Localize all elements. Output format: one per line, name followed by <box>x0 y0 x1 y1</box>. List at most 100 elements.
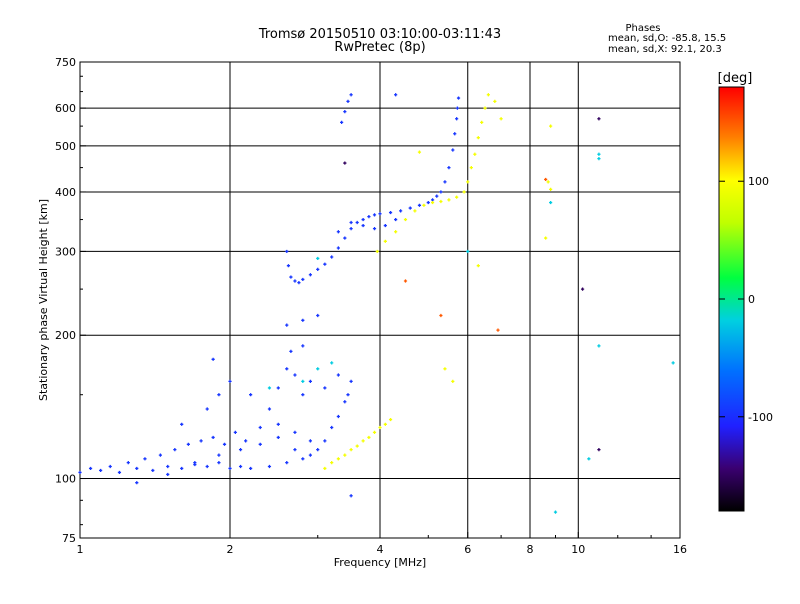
data-point-scatter <box>343 161 347 165</box>
data-point-o <box>293 373 297 377</box>
data-point-o <box>285 249 289 254</box>
data-point-o <box>193 461 197 465</box>
data-point-x <box>355 444 359 448</box>
data-point-scatter <box>330 361 334 365</box>
data-point-scatter <box>671 361 675 365</box>
data-point-o <box>453 132 457 136</box>
data-point-o <box>238 464 243 469</box>
data-point-x <box>455 195 459 199</box>
data-point-x <box>544 236 548 240</box>
x-axis-label: Frequency [MHz] <box>334 556 426 569</box>
data-point-o <box>143 457 147 461</box>
y-tick-label: 750 <box>55 56 76 69</box>
data-point-o <box>293 448 297 452</box>
data-point-o <box>293 279 297 283</box>
data-point-o <box>217 453 221 457</box>
colorbar-tick-label: -100 <box>748 411 773 424</box>
data-point-x <box>343 453 347 457</box>
data-point-o <box>330 255 334 259</box>
data-point-o <box>455 117 459 121</box>
data-point-x <box>349 448 353 452</box>
data-point-o <box>308 273 313 277</box>
data-point-o <box>301 457 305 461</box>
x-tick-label: 4 <box>377 543 384 556</box>
data-point-o <box>293 430 297 434</box>
data-point-o <box>205 407 209 411</box>
data-point-x <box>413 209 417 213</box>
data-point-o <box>135 466 139 471</box>
data-point-x <box>361 439 365 443</box>
data-point-o <box>435 194 439 198</box>
data-point-x <box>330 461 334 465</box>
data-point-o <box>249 393 253 397</box>
data-point-o <box>408 206 412 210</box>
data-point-o <box>166 464 170 469</box>
data-point-o <box>301 277 305 282</box>
data-point-o <box>372 213 377 217</box>
data-point-o <box>117 470 122 475</box>
data-point-x <box>403 217 408 222</box>
y-tick-label: 300 <box>55 245 76 258</box>
grid-lines <box>80 62 680 538</box>
data-point-o <box>205 464 209 469</box>
data-point-o <box>217 461 221 465</box>
data-point-x <box>375 249 379 254</box>
data-point-x <box>493 99 497 103</box>
data-point-x <box>447 198 451 202</box>
data-point-o <box>336 414 340 419</box>
data-point-o <box>367 215 371 219</box>
data-point-x <box>422 203 426 207</box>
data-point-x <box>466 180 470 184</box>
data-point-o <box>336 246 340 250</box>
data-point-o <box>323 439 327 443</box>
phase-stats-title: Phases <box>625 23 660 34</box>
data-point-o <box>301 318 305 322</box>
data-point-o <box>249 466 253 471</box>
data-point-x <box>469 166 473 170</box>
data-point-o <box>233 430 237 434</box>
data-point-x <box>486 93 490 97</box>
data-point-o <box>308 379 313 383</box>
data-point-o <box>258 425 262 430</box>
data-point-o <box>211 357 215 361</box>
data-point-o <box>173 448 177 452</box>
data-point-scatter <box>439 313 443 318</box>
data-point-o <box>217 393 221 397</box>
x-tick-label: 6 <box>464 543 471 556</box>
data-point-o <box>346 393 350 397</box>
data-point-o <box>343 110 347 114</box>
chart-title: Tromsø 20150510 03:10:00-03:11:43 <box>258 27 501 42</box>
data-point-o <box>301 344 305 348</box>
data-point-scatter <box>301 379 305 383</box>
data-point-o <box>158 453 163 457</box>
chart-subtitle: RwPretec (8p) <box>334 40 425 55</box>
x-tick-label: 16 <box>673 543 687 556</box>
data-point-o <box>316 267 320 272</box>
data-point-o <box>451 148 455 152</box>
data-point-x <box>336 457 340 461</box>
data-point-o <box>361 217 365 222</box>
data-point-o <box>383 223 387 228</box>
x-tick-label: 10 <box>571 543 585 556</box>
data-point-o <box>289 349 293 353</box>
data-point-o <box>426 200 430 205</box>
data-point-o <box>439 190 443 194</box>
data-point-o <box>228 379 232 383</box>
data-point-o <box>126 461 130 465</box>
data-point-o <box>349 227 353 231</box>
data-point-x <box>499 117 503 121</box>
data-point-scatter <box>544 177 548 182</box>
data-point-o <box>349 379 353 383</box>
data-point-x <box>372 430 377 434</box>
data-point-o <box>417 203 422 207</box>
data-point-o <box>330 425 334 430</box>
data-point-x <box>439 199 443 204</box>
data-point-o <box>285 367 289 371</box>
data-point-x <box>476 264 480 268</box>
data-point-scatter <box>549 200 553 205</box>
data-point-x <box>483 106 487 110</box>
y-tick-label: 100 <box>55 473 76 486</box>
data-point-o <box>267 464 272 469</box>
